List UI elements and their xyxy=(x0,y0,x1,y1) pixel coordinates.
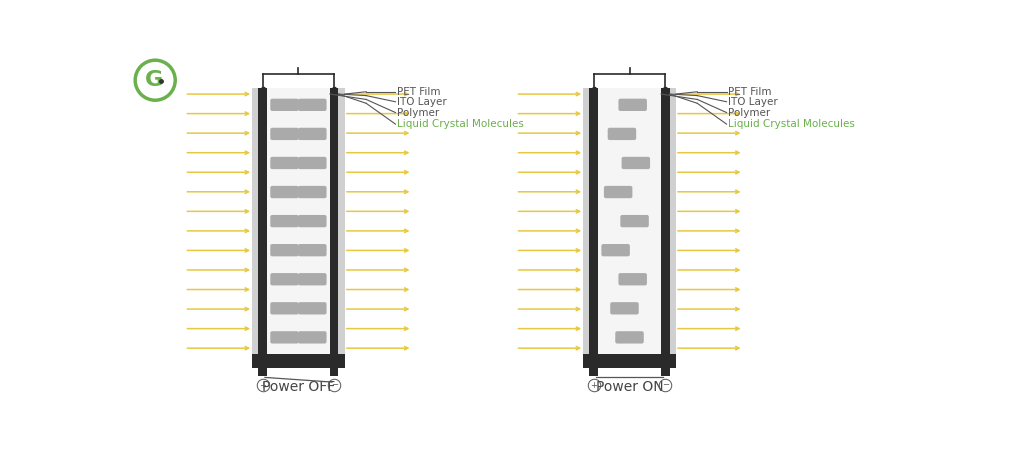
Bar xyxy=(330,88,339,354)
Bar xyxy=(590,368,598,376)
Text: Liquid Crystal Molecules: Liquid Crystal Molecules xyxy=(397,119,524,129)
Text: −: − xyxy=(662,381,669,390)
Text: G: G xyxy=(144,70,163,90)
FancyBboxPatch shape xyxy=(270,215,299,227)
FancyBboxPatch shape xyxy=(270,186,299,198)
Bar xyxy=(330,368,339,376)
FancyBboxPatch shape xyxy=(601,244,630,257)
FancyBboxPatch shape xyxy=(298,273,327,285)
FancyBboxPatch shape xyxy=(604,186,633,198)
FancyBboxPatch shape xyxy=(618,273,647,285)
Text: Liquid Crystal Molecules: Liquid Crystal Molecules xyxy=(728,119,855,129)
Text: +: + xyxy=(259,381,266,390)
Bar xyxy=(339,88,345,354)
FancyBboxPatch shape xyxy=(270,273,299,285)
FancyBboxPatch shape xyxy=(607,128,636,140)
FancyBboxPatch shape xyxy=(270,302,299,314)
Text: Polymer: Polymer xyxy=(728,107,770,118)
Bar xyxy=(670,88,676,354)
Bar xyxy=(252,354,345,368)
FancyBboxPatch shape xyxy=(298,128,327,140)
Text: Power OFF: Power OFF xyxy=(262,380,335,394)
FancyBboxPatch shape xyxy=(610,302,639,314)
Bar xyxy=(662,368,670,376)
Text: +: + xyxy=(590,381,597,390)
Bar xyxy=(584,88,590,354)
FancyBboxPatch shape xyxy=(298,215,327,227)
FancyBboxPatch shape xyxy=(270,157,299,169)
FancyBboxPatch shape xyxy=(298,186,327,198)
FancyBboxPatch shape xyxy=(298,244,327,257)
Bar xyxy=(598,88,662,354)
Text: ITO Layer: ITO Layer xyxy=(397,97,446,107)
Bar xyxy=(662,88,670,354)
FancyBboxPatch shape xyxy=(270,99,299,111)
FancyBboxPatch shape xyxy=(622,157,650,169)
FancyBboxPatch shape xyxy=(621,215,649,227)
Bar xyxy=(590,88,598,354)
FancyBboxPatch shape xyxy=(270,128,299,140)
FancyBboxPatch shape xyxy=(298,157,327,169)
Text: Polymer: Polymer xyxy=(397,107,439,118)
Bar xyxy=(258,88,267,354)
Bar xyxy=(584,354,676,368)
FancyBboxPatch shape xyxy=(298,302,327,314)
FancyBboxPatch shape xyxy=(615,331,644,344)
FancyBboxPatch shape xyxy=(270,331,299,344)
Text: ITO Layer: ITO Layer xyxy=(728,97,778,107)
Text: PET Film: PET Film xyxy=(397,87,440,97)
Bar xyxy=(252,88,258,354)
Text: PET Film: PET Film xyxy=(728,87,771,97)
Text: −: − xyxy=(331,381,338,390)
FancyBboxPatch shape xyxy=(298,99,327,111)
FancyBboxPatch shape xyxy=(270,244,299,257)
Bar xyxy=(258,368,267,376)
Text: Power ON: Power ON xyxy=(596,380,664,394)
FancyBboxPatch shape xyxy=(298,331,327,344)
FancyBboxPatch shape xyxy=(618,99,647,111)
Bar xyxy=(267,88,330,354)
